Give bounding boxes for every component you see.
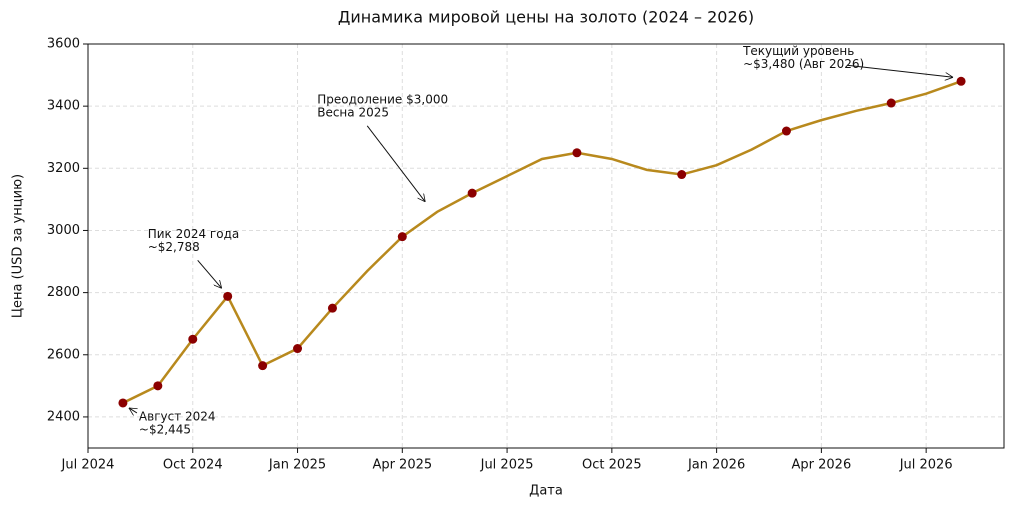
y-tick-label: 3600 <box>47 37 80 52</box>
y-tick-label: 2600 <box>47 347 80 362</box>
key-point <box>677 170 687 180</box>
y-tick-label: 3000 <box>47 223 80 238</box>
annotation-text: Пик 2024 года <box>148 227 240 241</box>
annotation-text: Август 2024 <box>139 409 216 423</box>
annotation-text: ~$2,788 <box>148 240 200 254</box>
key-point <box>781 126 791 136</box>
x-tick-label: Oct 2025 <box>582 458 642 473</box>
x-tick-label: Jan 2025 <box>268 458 326 473</box>
key-point <box>293 344 303 354</box>
key-point <box>118 398 128 408</box>
key-point <box>153 381 163 391</box>
annotation-arrow <box>366 125 425 202</box>
x-tick-label: Oct 2024 <box>163 458 223 473</box>
y-tick-label: 3400 <box>47 99 80 114</box>
x-axis-label: Дата <box>529 484 563 499</box>
price-line <box>122 80 962 405</box>
y-axis-label: Цена (USD за унцию) <box>11 174 26 318</box>
annotation-text: Текущий уровень <box>742 44 854 58</box>
x-tick-label: Apr 2025 <box>372 458 432 473</box>
key-point <box>223 291 233 301</box>
key-point <box>886 98 896 108</box>
key-point <box>397 232 407 242</box>
x-tick-label: Jul 2026 <box>899 458 953 473</box>
plot-frame <box>87 43 1005 449</box>
annotation-text: ~$2,445 <box>139 422 191 436</box>
key-point <box>956 76 966 86</box>
annotation-text: Преодоление $3,000 <box>317 92 448 106</box>
annotation-arrow <box>129 408 137 413</box>
chart-title: Динамика мировой цены на золото (2024 – … <box>338 8 754 27</box>
annotation-text: ~$3,480 (Авг 2026) <box>743 57 864 71</box>
y-tick-label: 2400 <box>47 409 80 424</box>
x-tick-label: Jan 2026 <box>687 458 745 473</box>
key-point <box>188 334 198 344</box>
key-point <box>327 303 337 313</box>
y-tick-label: 3200 <box>47 161 80 176</box>
key-point <box>572 148 582 158</box>
y-tick-label: 2800 <box>47 285 80 300</box>
x-tick-label: Apr 2026 <box>792 458 852 473</box>
annotation-arrow <box>847 64 953 77</box>
key-point <box>258 361 268 371</box>
x-tick-label: Jul 2025 <box>480 458 534 473</box>
annotation-arrow <box>197 260 222 288</box>
annotation-text: Весна 2025 <box>317 105 389 119</box>
x-tick-label: Jul 2024 <box>61 458 115 473</box>
key-point <box>467 188 477 198</box>
